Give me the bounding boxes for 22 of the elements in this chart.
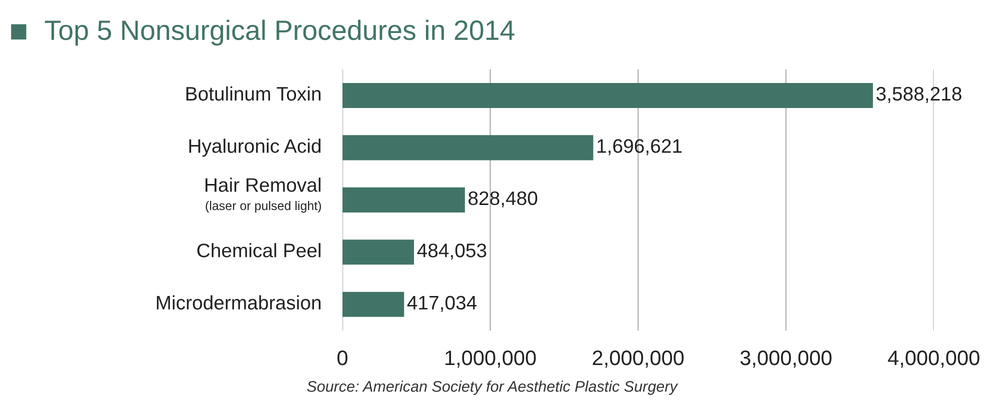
y-tick-label: Hair Removal (laser or pulsed light) (206, 178, 321, 213)
bar (342, 292, 404, 317)
x-tick-label: 4,000,000 (888, 350, 980, 368)
chart-title: Top 5 Nonsurgical Procedures in 2014 (44, 20, 514, 46)
data-label: 417,034 (407, 296, 477, 312)
source-note: Source: American Society for Aesthetic Plastic Surgery (307, 380, 678, 395)
bar (342, 82, 873, 108)
x-tick-label: 2,000,000 (592, 350, 684, 368)
y-tick-label: Microdermabrasion (156, 295, 320, 310)
data-label: 828,480 (468, 191, 538, 208)
y-tick-label: Chemical Peel (197, 243, 320, 258)
x-tick-label: 3,000,000 (740, 350, 832, 368)
y-tick-label: Botulinum Toxin (186, 86, 320, 101)
bar (342, 240, 414, 265)
data-label: 3,588,218 (876, 86, 962, 103)
data-label: 1,696,621 (598, 139, 682, 156)
bar (342, 187, 465, 212)
x-tick-label: 1,000,000 (446, 350, 536, 368)
y-tick-label: Hyaluronic Acid (189, 138, 320, 157)
data-label: 484,053 (417, 244, 486, 260)
x-tick-label: 0 (337, 350, 348, 366)
bar (342, 135, 594, 160)
